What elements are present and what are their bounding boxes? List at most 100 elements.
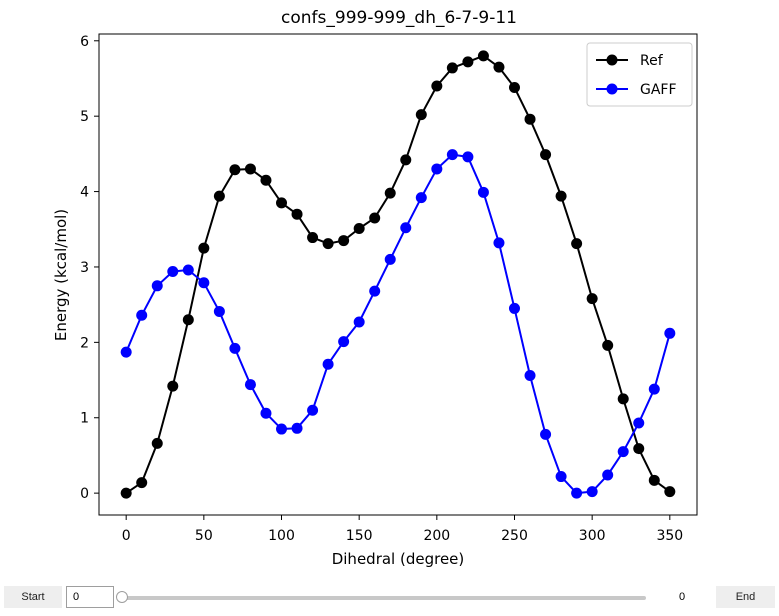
data-point-gaff	[136, 309, 148, 321]
data-point-ref	[571, 238, 583, 250]
data-point-ref	[431, 80, 443, 92]
data-point-gaff	[260, 407, 272, 419]
chart-container: confs_999-999_dh_6-7-9-11 0 50 100 150 200 25…	[52, 8, 698, 568]
x-tick-label: 200	[423, 528, 450, 544]
slider-readout: 0	[678, 591, 686, 603]
data-point-gaff	[322, 358, 334, 370]
legend-ref-label: Ref	[640, 53, 664, 69]
data-point-gaff	[664, 327, 676, 339]
data-point-gaff	[369, 285, 381, 297]
legend-ref-marker	[606, 54, 618, 66]
end-button[interactable]: End	[716, 586, 775, 608]
legend-gaff-marker	[606, 83, 618, 95]
data-point-ref	[136, 477, 148, 489]
frame-slider-thumb[interactable]	[116, 591, 128, 603]
data-point-ref	[353, 223, 365, 235]
chart-title: confs_999-999_dh_6-7-9-11	[281, 8, 517, 28]
data-point-ref	[446, 62, 458, 74]
data-point-gaff	[151, 280, 163, 292]
x-tick-label: 150	[346, 528, 373, 544]
y-axis-label: Energy (kcal/mol)	[52, 209, 70, 341]
y-tick-label: 6	[80, 34, 89, 50]
data-point-gaff	[338, 336, 350, 348]
data-point-gaff	[291, 422, 303, 434]
data-point-gaff	[229, 342, 241, 354]
data-point-ref	[493, 61, 505, 73]
x-tick-label: 250	[501, 528, 528, 544]
data-point-gaff	[477, 186, 489, 198]
data-point-ref	[276, 197, 288, 209]
legend-gaff-label: GAFF	[640, 82, 677, 98]
data-point-gaff	[276, 423, 288, 435]
data-point-gaff	[586, 486, 598, 498]
data-point-gaff	[508, 302, 520, 314]
data-point-ref	[477, 50, 489, 62]
x-axis: 0 50 100 150 200 250 300 350	[122, 515, 683, 544]
frame-slider-track[interactable]	[122, 596, 646, 600]
data-point-ref	[540, 149, 552, 161]
data-point-gaff	[493, 237, 505, 249]
data-point-gaff	[353, 316, 365, 328]
data-point-ref	[664, 486, 676, 498]
data-point-ref	[648, 474, 660, 486]
y-tick-label: 3	[80, 260, 89, 276]
x-tick-label: 0	[122, 528, 131, 544]
y-tick-label: 5	[80, 109, 89, 125]
data-point-ref	[555, 190, 567, 202]
data-point-ref	[260, 174, 272, 186]
data-point-gaff	[633, 417, 645, 429]
data-point-gaff	[431, 163, 443, 175]
data-point-gaff	[307, 404, 319, 416]
data-point-gaff	[524, 370, 536, 382]
frame-input[interactable]	[66, 586, 114, 608]
data-point-ref	[586, 293, 598, 305]
y-axis: 0 1 2 3 4 5 6	[80, 34, 99, 502]
data-point-gaff	[571, 487, 583, 499]
data-point-ref	[120, 487, 132, 499]
data-point-ref	[508, 82, 520, 94]
data-point-gaff	[182, 264, 194, 276]
data-point-ref	[198, 242, 210, 254]
data-point-ref	[167, 380, 179, 392]
data-point-ref	[151, 437, 163, 449]
series-layer	[120, 50, 676, 499]
data-point-ref	[338, 235, 350, 247]
data-point-gaff	[213, 305, 225, 317]
y-tick-label: 0	[80, 486, 89, 502]
data-point-ref	[182, 314, 194, 326]
y-tick-label: 2	[80, 335, 89, 351]
data-point-ref	[384, 187, 396, 199]
playback-controls: Start 0 End	[0, 584, 779, 612]
data-point-gaff	[446, 149, 458, 161]
data-point-gaff	[244, 379, 256, 391]
x-tick-label: 100	[268, 528, 295, 544]
data-point-ref	[462, 56, 474, 68]
x-tick-label: 350	[656, 528, 683, 544]
data-point-ref	[307, 232, 319, 244]
data-point-gaff	[648, 383, 660, 395]
data-point-ref	[602, 339, 614, 351]
y-tick-label: 1	[80, 411, 89, 427]
series-gaff	[120, 149, 676, 499]
data-point-ref	[291, 208, 303, 220]
start-button[interactable]: Start	[4, 586, 62, 608]
data-point-gaff	[384, 253, 396, 265]
data-point-ref	[400, 154, 412, 166]
data-point-ref	[322, 238, 334, 250]
series-line-gaff	[125, 153, 671, 495]
data-point-gaff	[617, 446, 629, 458]
x-tick-label: 50	[195, 528, 213, 544]
data-point-ref	[415, 109, 427, 121]
data-point-gaff	[198, 277, 210, 289]
x-axis-label: Dihedral (degree)	[332, 550, 465, 568]
series-line-ref	[125, 54, 671, 494]
data-point-ref	[633, 443, 645, 455]
x-tick-label: 300	[579, 528, 606, 544]
data-point-gaff	[555, 471, 567, 483]
series-ref	[120, 50, 676, 499]
data-point-ref	[244, 163, 256, 175]
data-point-gaff	[167, 265, 179, 277]
data-point-ref	[524, 113, 536, 125]
chart-svg: confs_999-999_dh_6-7-9-11 0 50 100 150 200 25…	[52, 8, 698, 568]
data-point-gaff	[400, 222, 412, 234]
